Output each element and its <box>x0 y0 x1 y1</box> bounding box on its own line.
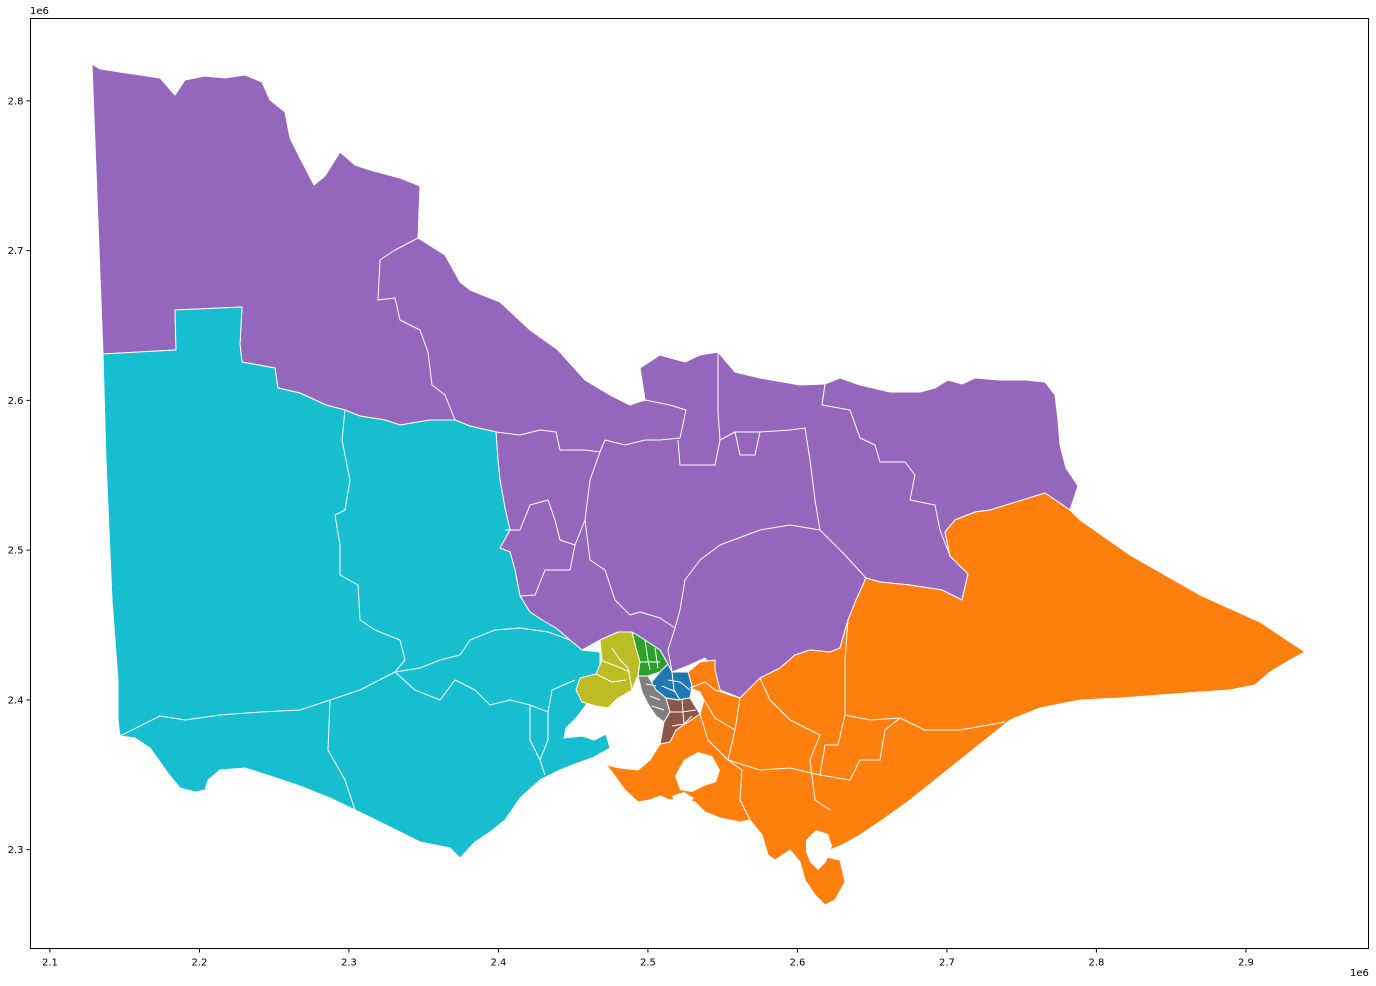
boundary-line <box>821 383 951 557</box>
boundary-line <box>377 237 456 421</box>
x-tick-label: 2.8 <box>1088 958 1104 969</box>
corner-inlet-water <box>806 830 832 870</box>
boundary-line <box>495 399 687 453</box>
boundary-line <box>699 699 821 776</box>
x-tick-label: 2.2 <box>191 958 207 969</box>
x-tick-label: 2.6 <box>789 958 805 969</box>
y-axis: 2.3 2.4 2.5 2.6 2.7 2.8 <box>8 96 31 856</box>
boundary-line <box>844 619 1006 731</box>
x-tick-label: 2.5 <box>640 958 656 969</box>
x-axis: 2.1 2.2 2.3 2.4 2.5 2.6 2.7 2.8 2.9 <box>42 948 1254 969</box>
y-tick-label: 2.6 <box>8 396 24 407</box>
boundary-line <box>677 431 761 466</box>
western-port-water <box>675 752 720 792</box>
boundary-line <box>394 671 576 713</box>
boundary-line <box>327 699 549 811</box>
boundary-line <box>595 647 633 691</box>
boundary-line <box>334 409 406 673</box>
y-tick-label: 2.4 <box>8 695 24 706</box>
x-tick-label: 2.4 <box>490 958 506 969</box>
x-tick-label: 2.3 <box>341 958 357 969</box>
port-phillip-bay-water <box>594 690 664 770</box>
region-green <box>631 631 669 677</box>
boundary-line <box>819 714 901 781</box>
boundary-line <box>689 681 741 699</box>
boundary-line <box>519 544 676 673</box>
boundary-line <box>645 683 665 711</box>
boundary-line <box>640 639 660 671</box>
axes-frame <box>30 18 1369 949</box>
y-tick-label: 2.3 <box>8 845 24 856</box>
region-brown <box>659 697 701 745</box>
map-regions <box>91 63 1306 906</box>
x-tick-label: 2.7 <box>939 958 955 969</box>
x-offset-label: 1e6 <box>1350 968 1369 979</box>
boundary-line <box>717 352 821 531</box>
y-offset-label: 1e6 <box>30 6 49 17</box>
y-tick-label: 2.5 <box>8 546 24 557</box>
x-tick-label: 2.9 <box>1238 958 1254 969</box>
boundary-line <box>670 699 697 727</box>
x-tick-label: 2.1 <box>42 958 58 969</box>
boundary-line <box>584 519 867 629</box>
y-tick-label: 2.7 <box>8 246 24 257</box>
boundary-line <box>727 677 831 821</box>
y-tick-label: 2.8 <box>8 96 24 107</box>
island-water-gap <box>672 792 694 804</box>
district-boundaries <box>119 237 1006 821</box>
region-cyan <box>102 306 611 859</box>
boundary-line <box>661 671 691 701</box>
boundary-line <box>505 451 601 546</box>
